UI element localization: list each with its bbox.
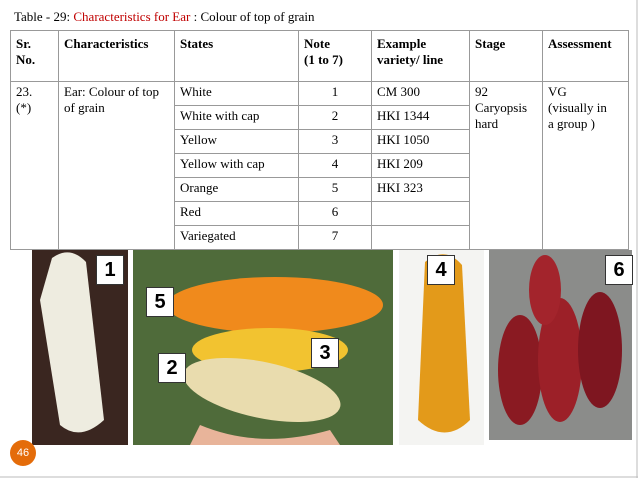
example-cell: HKI 209 [371, 153, 470, 178]
photo-label: 3 [311, 338, 339, 368]
cell-line: (1 to 7) [304, 52, 343, 67]
ear-red [538, 298, 582, 422]
example-cell: HKI 323 [371, 177, 470, 202]
ear-red [578, 292, 622, 408]
cell-line: Stage [475, 36, 506, 51]
cell-line: 92 [475, 84, 488, 99]
cell-line: VG [548, 84, 567, 99]
ear-white [40, 252, 104, 433]
note-cell: 5 [298, 177, 372, 202]
cell-line: 23. [16, 84, 33, 99]
table-row: White with cap 2 HKI 1344 [11, 105, 629, 130]
page-number: 46 [10, 440, 36, 466]
header-cell: States [174, 30, 299, 82]
ear-red [529, 255, 561, 325]
hand [190, 425, 340, 445]
table-row: Yellow with cap 4 HKI 209 [11, 153, 629, 178]
photo-label: 6 [605, 255, 633, 285]
cell: 92 Caryopsis hard [469, 81, 543, 250]
cell-line: Note [304, 36, 330, 51]
photo-label: 5 [146, 287, 174, 317]
cell-line: Example [377, 36, 427, 51]
cell-line: Caryopsis [475, 100, 527, 115]
cell-line: States [180, 36, 214, 51]
example-cell: HKI 1050 [371, 129, 470, 154]
caption-rest: : Colour of top of grain [190, 9, 315, 24]
table-row: Yellow 3 HKI 1050 [11, 129, 629, 154]
ear-white-cap [183, 357, 341, 423]
cell-line: hard [475, 116, 499, 131]
caption: Table - 29: Characteristics for Ear : Co… [14, 9, 315, 25]
ear-yellow-cap [418, 254, 470, 433]
cell-line: Ear: Colour of top [64, 84, 159, 99]
table-row: Variegated 7 [11, 225, 629, 250]
photo-label: 2 [158, 353, 186, 383]
cell-line: Characteristics [64, 36, 149, 51]
state-cell: Variegated [174, 225, 299, 250]
cell: 23. (*) [10, 81, 59, 250]
cell-line: Assessment [548, 36, 612, 51]
table-row: Red 6 [11, 201, 629, 226]
ear-orange [167, 277, 383, 333]
caption-prefix: Table - 29: [14, 9, 74, 24]
cell-line: of grain [64, 100, 105, 115]
cell-line: (*) [16, 100, 32, 115]
caption-highlight: Characteristics for Ear [73, 9, 191, 24]
example-cell [371, 225, 470, 250]
cell-line: No. [16, 52, 36, 67]
cell-line: a group ) [548, 116, 595, 131]
header-row: Sr. No. Characteristics States Note (1 to 7) E… [10, 30, 629, 82]
cell: VG (visually in a group ) [542, 81, 629, 250]
note-cell: 1 [298, 81, 372, 106]
note-cell: 3 [298, 129, 372, 154]
cell-line: (visually in [548, 100, 607, 115]
cell-line: Sr. [16, 36, 32, 51]
table-row: Orange 5 HKI 323 [11, 177, 629, 202]
photo-label: 4 [427, 255, 455, 285]
example-cell: CM 300 [371, 81, 470, 106]
example-cell: HKI 1344 [371, 105, 470, 130]
photo-label: 1 [96, 255, 124, 285]
table: Sr. No. Characteristics States Note (1 to 7) E… [10, 30, 629, 250]
ear-red [498, 315, 542, 425]
example-cell [371, 201, 470, 226]
header-cell: Example variety/ line [371, 30, 470, 82]
cell-line: variety/ line [377, 52, 444, 67]
table-body: 23. (*) Ear: Colour of top of grain White 1 CM… [10, 81, 629, 250]
state-cell: Yellow with cap [174, 153, 299, 178]
header-cell: Note (1 to 7) [298, 30, 372, 82]
state-cell: Orange [174, 177, 299, 202]
